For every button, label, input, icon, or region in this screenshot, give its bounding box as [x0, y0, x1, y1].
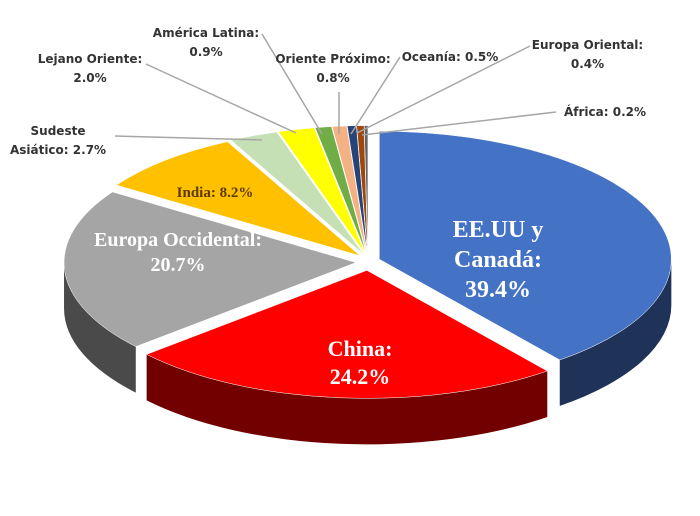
category-label: África:	[563, 105, 609, 119]
value-label: 20.7%	[150, 254, 206, 276]
leader-line	[361, 111, 557, 136]
value-label: 0.4%	[570, 57, 605, 72]
category-label: India:	[176, 185, 216, 201]
slice	[363, 125, 369, 254]
value-label: 0.5%	[465, 50, 499, 64]
category-label: China:	[327, 336, 393, 361]
data-label: América Latina: 0.9%	[146, 24, 266, 62]
value-label: 8.2%	[219, 185, 254, 201]
slice	[230, 131, 364, 255]
leader-line	[350, 56, 401, 135]
category-label: Lejano Oriente:	[37, 52, 143, 66]
category-label: Sudeste Asiático:	[9, 124, 86, 158]
data-label: Sudeste Asiático: 2.7%	[0, 122, 116, 160]
slice-side	[64, 262, 136, 393]
value-label: 2.7%	[72, 143, 107, 158]
slice	[277, 127, 366, 254]
data-label: China: 24.2%	[300, 335, 420, 390]
leader-line	[356, 45, 531, 134]
value-label: 0.2%	[612, 105, 647, 119]
value-label: 0.8%	[316, 71, 350, 86]
category-label: EE.UU y Canadá:	[452, 217, 544, 273]
category-label: Oceanía:	[401, 50, 461, 64]
leader-line	[261, 33, 323, 135]
category-label: Europa Occidental:	[94, 229, 262, 251]
value-label: 0.9%	[189, 45, 223, 60]
value-label: 24.2%	[329, 363, 391, 389]
data-label: India: 8.2%	[160, 184, 270, 203]
slice	[379, 131, 672, 361]
data-label: Lejano Oriente: 2.0%	[28, 50, 152, 88]
slice	[314, 126, 367, 254]
category-label: América Latina:	[152, 26, 260, 40]
data-label: África: 0.2%	[555, 103, 655, 122]
data-label: Oceanía: 0.5%	[400, 48, 500, 67]
slice	[146, 270, 548, 399]
slice-side	[146, 354, 548, 445]
category-label: Europa Oriental:	[531, 38, 644, 52]
slice-side	[559, 259, 672, 406]
leader-line	[145, 63, 297, 134]
value-label: 39.4%	[465, 277, 531, 303]
data-label: EE.UU y Canadá: 39.4%	[418, 215, 578, 305]
leader-line	[114, 135, 263, 141]
data-label: Europa Oriental: 0.4%	[520, 36, 655, 74]
slice	[115, 141, 361, 256]
value-label: 2.0%	[73, 71, 107, 86]
slice	[63, 191, 357, 347]
category-label: Oriente Próximo:	[275, 52, 391, 66]
data-label: Europa Occidental: 20.7%	[90, 228, 266, 278]
data-label: Oriente Próximo: 0.8%	[272, 50, 394, 88]
